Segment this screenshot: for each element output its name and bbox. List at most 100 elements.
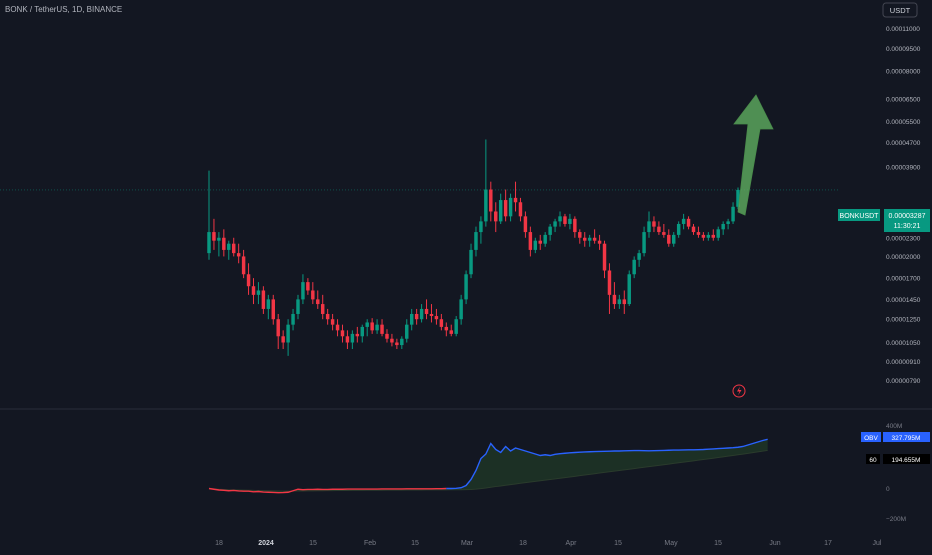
candle[interactable] — [414, 308, 419, 325]
candle[interactable] — [271, 294, 276, 325]
candle[interactable] — [276, 313, 280, 350]
candle[interactable] — [696, 226, 701, 238]
candle[interactable] — [676, 221, 681, 238]
candle[interactable] — [533, 237, 538, 254]
candle[interactable] — [409, 308, 414, 331]
candle[interactable] — [251, 278, 256, 305]
candle[interactable] — [400, 336, 404, 350]
candle[interactable] — [212, 218, 216, 250]
candle[interactable] — [207, 170, 211, 260]
candle[interactable] — [671, 232, 676, 247]
candle[interactable] — [721, 221, 725, 235]
candle[interactable] — [306, 278, 310, 295]
candles-group[interactable] — [207, 139, 740, 356]
candle[interactable] — [691, 223, 696, 235]
candle[interactable] — [647, 211, 651, 238]
candle[interactable] — [523, 211, 528, 238]
candle[interactable] — [345, 330, 350, 350]
candle[interactable] — [474, 226, 478, 257]
candle[interactable] — [360, 324, 364, 343]
candle[interactable] — [568, 213, 572, 230]
candle[interactable] — [479, 216, 483, 244]
candle[interactable] — [484, 139, 488, 227]
candle[interactable] — [637, 249, 641, 267]
candle[interactable] — [607, 263, 612, 314]
candle[interactable] — [622, 290, 627, 314]
currency-button[interactable]: USDT — [882, 2, 918, 18]
candle[interactable] — [405, 319, 409, 343]
candle[interactable] — [518, 197, 523, 222]
candle[interactable] — [320, 294, 325, 320]
candle[interactable] — [434, 308, 439, 325]
lightning-icon[interactable] — [732, 384, 746, 398]
candle[interactable] — [439, 313, 444, 331]
candle[interactable] — [444, 322, 449, 337]
candle[interactable] — [429, 304, 434, 323]
candle[interactable] — [578, 229, 582, 244]
candle[interactable] — [711, 229, 716, 241]
candle[interactable] — [266, 294, 271, 320]
candle[interactable] — [380, 319, 384, 337]
candle[interactable] — [726, 218, 730, 230]
candle[interactable] — [311, 282, 315, 305]
candle[interactable] — [548, 223, 552, 241]
candle[interactable] — [325, 308, 330, 325]
candle[interactable] — [375, 319, 379, 334]
candle[interactable] — [632, 256, 636, 279]
candle[interactable] — [449, 324, 453, 337]
candle[interactable] — [617, 294, 622, 309]
candle[interactable] — [340, 324, 345, 343]
candle[interactable] — [231, 237, 236, 257]
candle[interactable] — [538, 234, 542, 250]
candle[interactable] — [528, 226, 533, 257]
candle[interactable] — [390, 333, 394, 347]
candle[interactable] — [256, 282, 261, 305]
candle[interactable] — [355, 326, 360, 343]
candle[interactable] — [612, 282, 617, 309]
candle[interactable] — [296, 294, 300, 320]
candle[interactable] — [662, 223, 666, 238]
candle[interactable] — [419, 304, 424, 323]
candle[interactable] — [301, 274, 305, 305]
candle[interactable] — [217, 232, 221, 257]
candle[interactable] — [657, 221, 661, 235]
candle[interactable] — [395, 338, 399, 350]
up-arrow-annotation[interactable] — [733, 94, 774, 216]
candle[interactable] — [587, 234, 592, 247]
candle[interactable] — [222, 229, 226, 257]
candle[interactable] — [469, 243, 473, 279]
candle[interactable] — [330, 313, 335, 331]
obv-pane[interactable] — [208, 438, 768, 494]
time-axis[interactable]: 18 2024 15 Feb 15 Mar 18 Apr 15 May 15 Jun 17 Jul — [215, 540, 882, 547]
candle[interactable] — [642, 226, 646, 257]
candle[interactable] — [350, 330, 355, 350]
candle[interactable] — [592, 229, 597, 244]
candle[interactable] — [667, 229, 671, 247]
candle[interactable] — [261, 286, 266, 314]
candle[interactable] — [701, 232, 706, 241]
candle[interactable] — [291, 308, 295, 331]
candle[interactable] — [652, 216, 656, 233]
symbol-title[interactable]: BONK / TetherUS, 1D, BINANCE — [5, 5, 122, 14]
candle[interactable] — [513, 181, 518, 212]
candle[interactable] — [597, 234, 602, 250]
candle[interactable] — [281, 330, 285, 350]
candle[interactable] — [706, 232, 711, 241]
candle[interactable] — [424, 299, 429, 320]
candle[interactable] — [583, 232, 587, 247]
candle[interactable] — [686, 216, 691, 230]
candle[interactable] — [731, 202, 735, 224]
candle[interactable] — [236, 243, 241, 264]
candle[interactable] — [558, 211, 562, 227]
candle[interactable] — [335, 319, 340, 337]
candle[interactable] — [736, 187, 740, 210]
candle[interactable] — [681, 213, 686, 230]
candle[interactable] — [316, 290, 320, 309]
candle[interactable] — [286, 319, 290, 356]
candle[interactable] — [498, 193, 503, 224]
candle[interactable] — [464, 270, 468, 305]
candle[interactable] — [385, 329, 389, 343]
candle[interactable] — [573, 216, 577, 238]
